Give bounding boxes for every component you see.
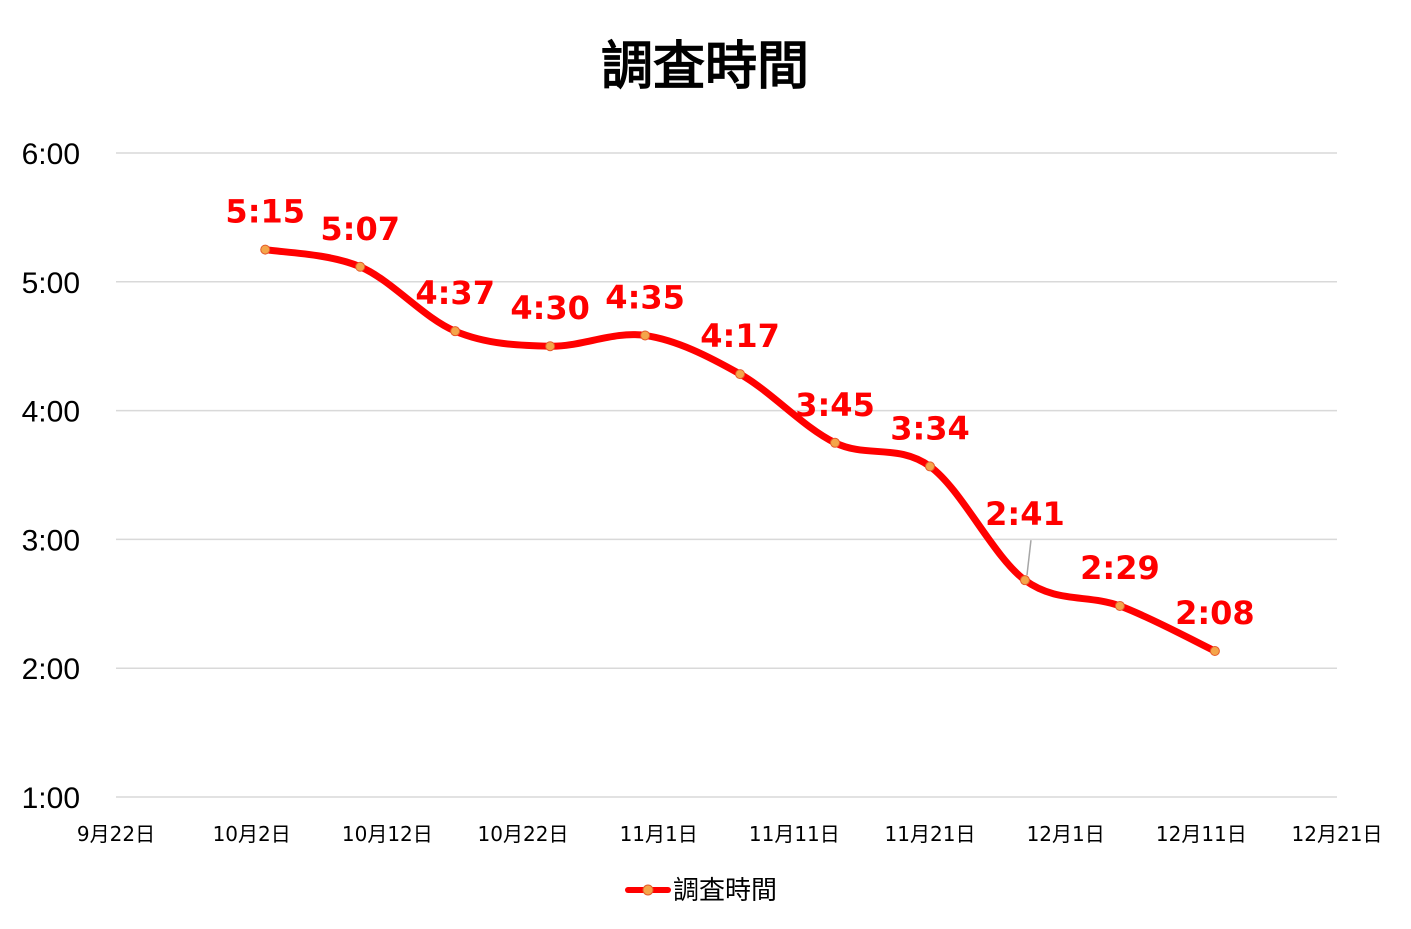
data-point <box>260 244 271 255</box>
y-axis-ticks: 1:00 2:00 3:00 4:00 5:00 6:00 <box>22 138 80 815</box>
data-label: 2:08 <box>1175 594 1255 632</box>
legend-label: 調査時間 <box>673 876 777 906</box>
y-tick-label: 3:00 <box>22 524 80 557</box>
x-tick-label: 12月11日 <box>1156 822 1247 846</box>
x-tick-label: 11月1日 <box>620 822 698 846</box>
leader-line <box>1026 540 1032 576</box>
data-label: 3:45 <box>795 386 875 424</box>
data-label: 2:29 <box>1080 549 1160 587</box>
x-tick-label: 12月21日 <box>1292 822 1383 846</box>
data-point <box>735 369 746 380</box>
data-point <box>925 461 935 472</box>
x-tick-label: 11月11日 <box>749 822 840 846</box>
data-label: 2:41 <box>985 495 1065 533</box>
x-tick-label: 10月12日 <box>342 822 433 846</box>
y-tick-label: 2:00 <box>22 653 80 686</box>
data-point <box>830 437 841 448</box>
data-label: 5:07 <box>320 210 400 248</box>
y-tick-label: 1:00 <box>22 782 80 815</box>
series-layer <box>261 246 1219 655</box>
chart-title: 調査時間 <box>601 37 809 97</box>
y-tick-label: 6:00 <box>22 138 80 171</box>
data-label: 5:15 <box>225 193 305 231</box>
data-point <box>1114 600 1125 611</box>
data-label: 4:30 <box>510 289 590 327</box>
data-point <box>1209 646 1220 657</box>
markers-layer <box>260 244 1220 657</box>
x-tick-label: 12月1日 <box>1027 822 1105 846</box>
data-labels-layer: 5:15 5:07 4:37 4:30 4:35 4:17 3:45 3:34 2:41 2:29… <box>225 193 1254 632</box>
x-axis-ticks: 9月22日 10月2日 10月12日 10月22日 11月1日 11月11日 11月21日 1… <box>77 822 1383 846</box>
data-point <box>640 330 651 341</box>
gridlines <box>116 152 1337 798</box>
data-label: 4:35 <box>605 278 685 316</box>
legend-marker-swatch <box>642 884 654 896</box>
y-tick-label: 5:00 <box>22 267 80 300</box>
x-tick-label: 9月22日 <box>77 822 155 846</box>
data-label: 4:37 <box>415 274 495 312</box>
data-point <box>1019 575 1030 586</box>
data-point <box>450 326 461 337</box>
series-line <box>261 246 1219 655</box>
x-tick-label: 10月2日 <box>213 822 291 846</box>
data-label: 3:34 <box>890 409 970 447</box>
x-tick-label: 11月21日 <box>885 822 976 846</box>
x-tick-label: 10月22日 <box>478 822 569 846</box>
y-tick-label: 4:00 <box>22 396 80 429</box>
data-point <box>545 341 556 352</box>
legend: 調査時間 <box>625 876 777 906</box>
data-label: 4:17 <box>700 317 780 355</box>
data-point <box>355 261 366 272</box>
